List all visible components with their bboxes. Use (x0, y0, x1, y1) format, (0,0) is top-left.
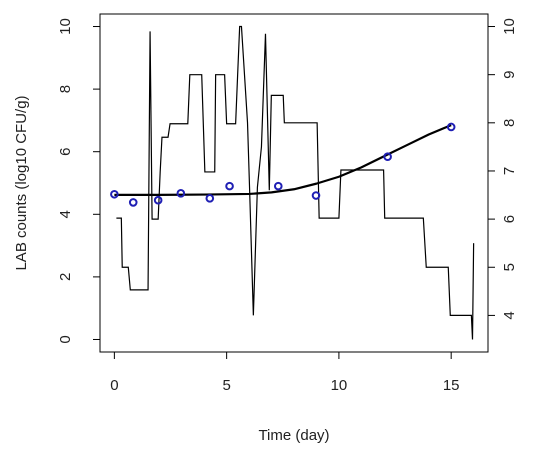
y-tick-label: 2 (57, 273, 74, 281)
y2-tick-label: 10 (501, 18, 518, 35)
x-tick-label: 10 (331, 377, 348, 394)
x-tick-label: 15 (443, 377, 460, 394)
fit-curve (114, 124, 452, 196)
plot-box (99, 13, 489, 353)
data-point (225, 181, 234, 191)
y-tick-label: 10 (57, 18, 74, 35)
y-axis-label: LAB counts (log10 CFU/g) (13, 95, 30, 270)
data-point (128, 198, 138, 207)
data-point (311, 191, 321, 200)
ph-line (116, 25, 475, 340)
y2-tick-label: 9 (501, 70, 518, 78)
data-point (176, 189, 186, 198)
y-tick-label: 8 (57, 85, 74, 93)
data-point (110, 189, 119, 199)
y-tick-label: 4 (57, 210, 74, 218)
data-point (205, 194, 215, 203)
y-tick-label: 6 (57, 148, 74, 156)
data-point (383, 152, 392, 162)
y2-tick-label: 5 (501, 263, 518, 271)
x-tick-label: 5 (222, 377, 230, 394)
data-point (273, 181, 283, 191)
x-tick-label: 0 (110, 377, 118, 394)
data-point (153, 195, 163, 205)
y2-tick-label: 8 (501, 119, 518, 127)
y2-tick-label: 7 (501, 167, 518, 175)
y-tick-label: 0 (57, 335, 74, 343)
x-axis-label: Time (day) (258, 427, 329, 444)
y2-tick-label: 4 (501, 311, 518, 319)
data-point (446, 122, 456, 132)
y2-tick-label: 6 (501, 215, 518, 223)
